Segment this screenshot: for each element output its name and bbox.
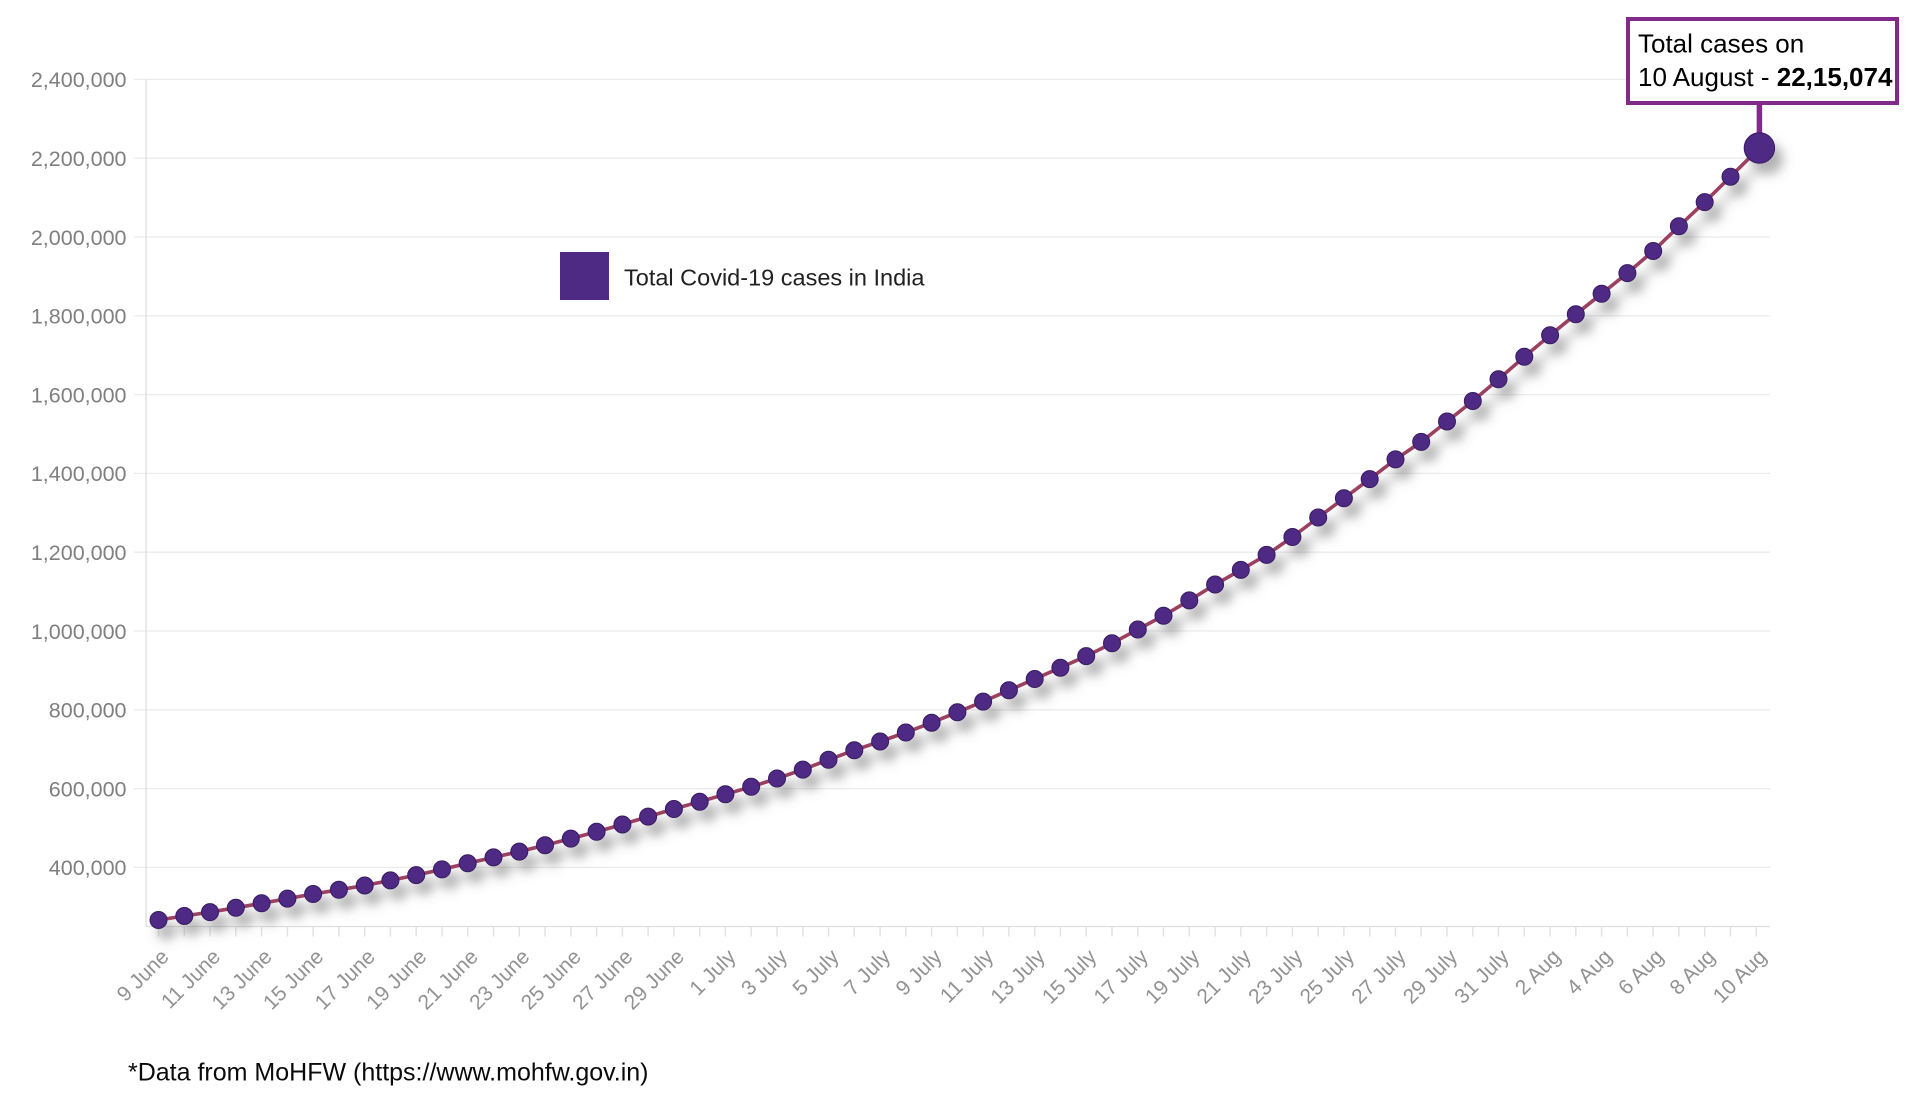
svg-text:*Data from MoHFW (https://www.: *Data from MoHFW (https://www.mohfw.gov.… [128, 1059, 649, 1087]
svg-text:10 August - 22,15,074: 10 August - 22,15,074 [1638, 62, 1893, 92]
svg-text:2,200,000: 2,200,000 [31, 147, 127, 171]
svg-text:Total cases on: Total cases on [1638, 29, 1804, 59]
svg-text:1,400,000: 1,400,000 [31, 462, 127, 486]
svg-text:2,000,000: 2,000,000 [31, 226, 127, 250]
svg-text:600,000: 600,000 [49, 777, 127, 801]
svg-text:800,000: 800,000 [49, 699, 127, 723]
svg-text:Total Covid-19 cases in India: Total Covid-19 cases in India [624, 265, 925, 291]
svg-text:1,000,000: 1,000,000 [31, 620, 127, 644]
svg-text:1,200,000: 1,200,000 [31, 541, 127, 565]
svg-text:2,400,000: 2,400,000 [31, 68, 127, 92]
svg-text:400,000: 400,000 [49, 856, 127, 880]
svg-text:1,600,000: 1,600,000 [31, 383, 127, 407]
svg-text:1,800,000: 1,800,000 [31, 305, 127, 329]
